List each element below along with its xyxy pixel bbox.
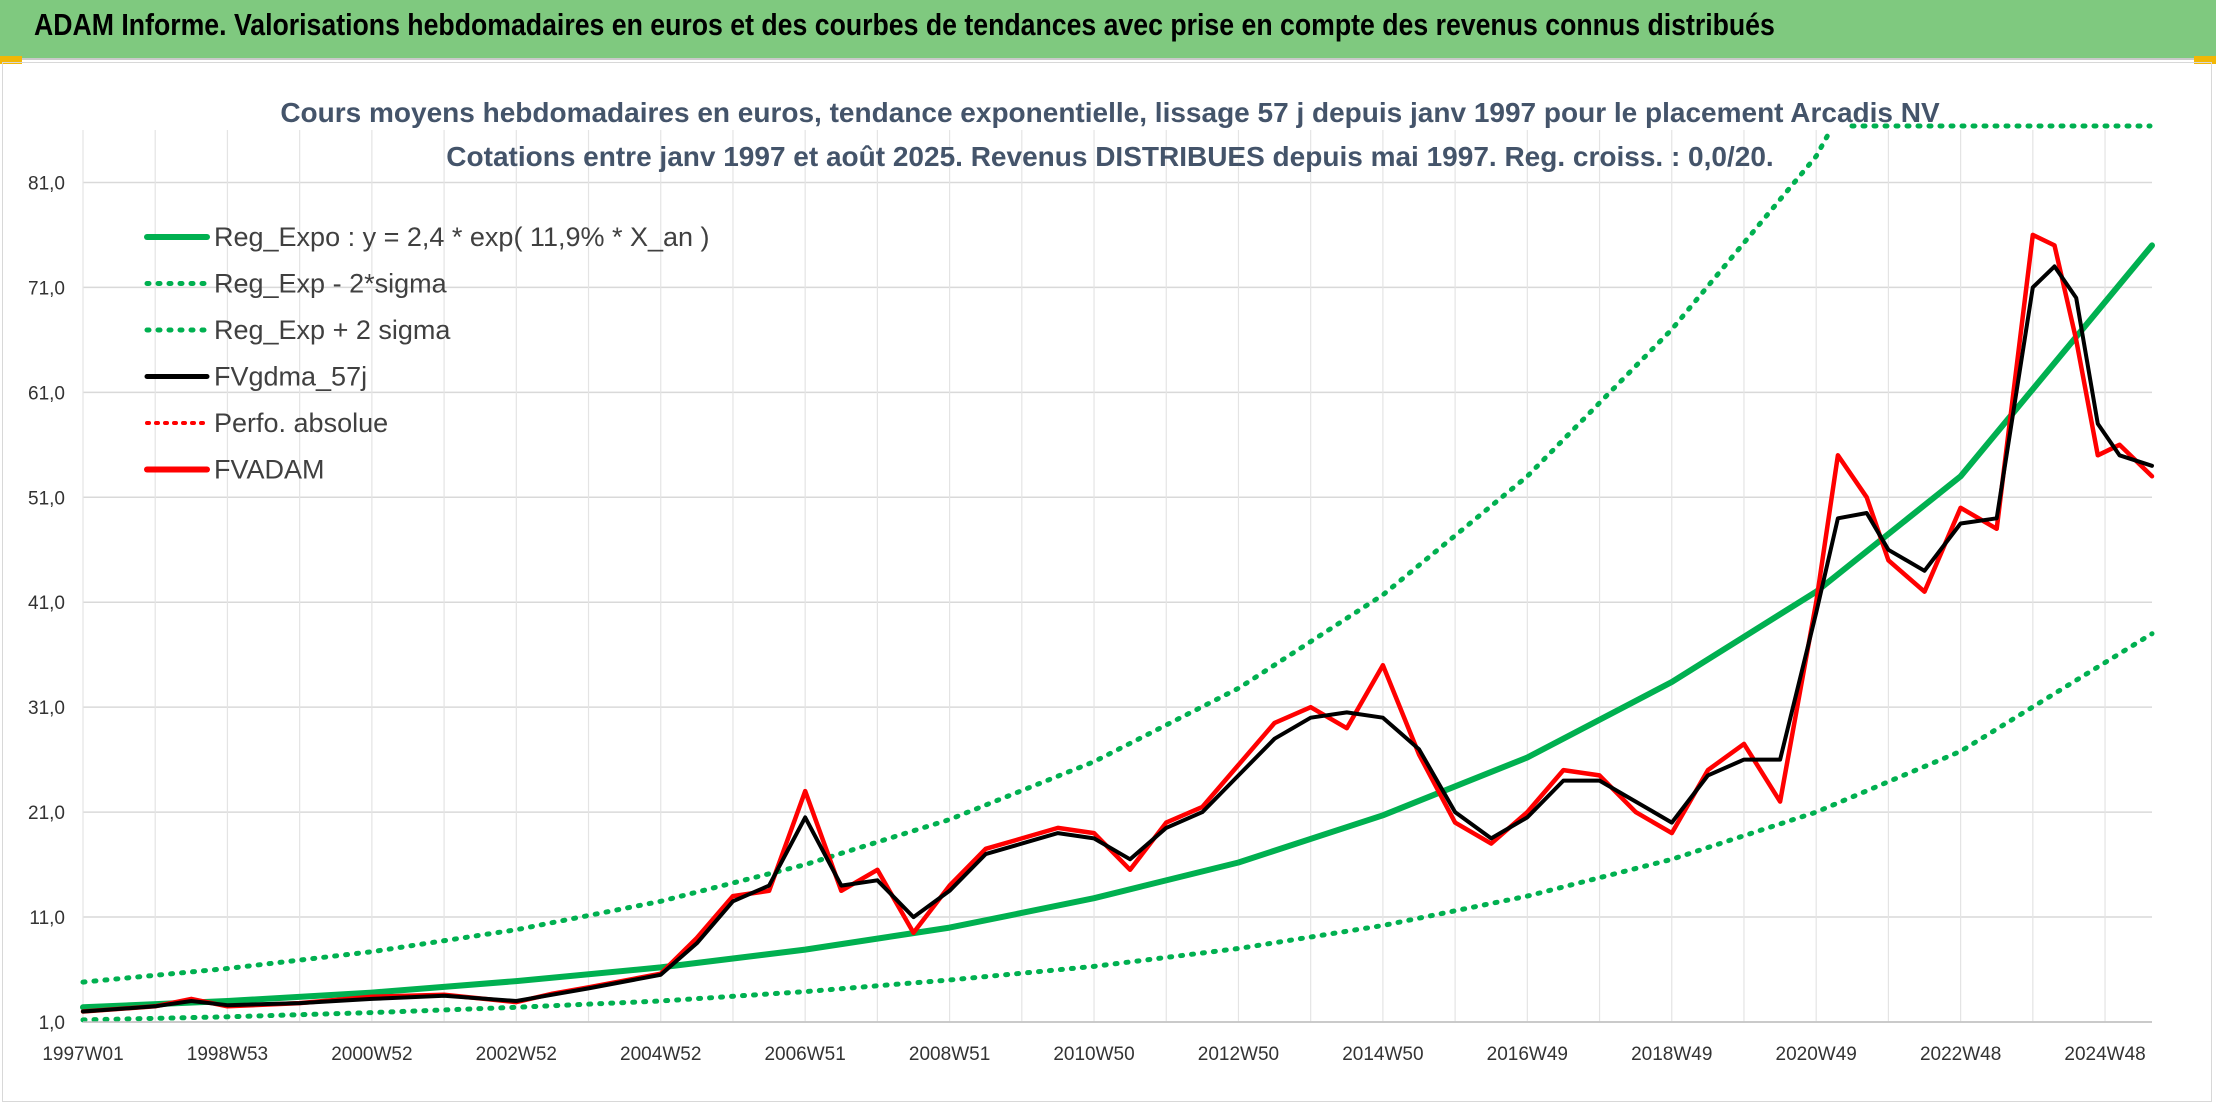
x-tick-label: 2000W52 <box>331 1044 412 1065</box>
y-tick-label: 61,0 <box>28 383 65 404</box>
axes: 1,0 11,0 21,0 31,0 41,0 51,0 61,0 71,0 81,0 1997W… <box>28 173 2152 1065</box>
x-tick-label: 1998W53 <box>187 1044 268 1065</box>
x-tick-label: 2008W51 <box>909 1044 990 1065</box>
x-tick-label: 2022W48 <box>1920 1044 2001 1065</box>
corner-accent-left <box>0 56 22 64</box>
chart-subtitle: Cotations entre janv 1997 et août 2025. … <box>446 141 1773 172</box>
x-tick-label: 2010W50 <box>1053 1044 1134 1065</box>
x-tick-label: 2020W49 <box>1776 1044 1857 1065</box>
y-tick-label: 11,0 <box>29 908 65 929</box>
series-fvgdma-57j <box>81 264 2154 1014</box>
legend-entry: Reg_Exp - 2*sigma <box>214 269 448 299</box>
chart-frame <box>2 62 2212 1102</box>
series-reg-minus-2sigma <box>80 631 2155 1023</box>
y-tick-label: 1,0 <box>39 1013 65 1034</box>
x-tick-label: 2002W52 <box>476 1044 557 1065</box>
report-banner: ADAM Informe. Valorisations hebdomadaire… <box>0 0 2216 60</box>
series-reg-plus-2sigma <box>80 127 1834 985</box>
x-tick-label: 2012W50 <box>1198 1044 1279 1065</box>
legend-entry: Reg_Exp + 2 sigma <box>214 315 451 345</box>
legend-entry: FVADAM <box>214 455 325 485</box>
x-tick-label: 2018W49 <box>1631 1044 1712 1065</box>
series-reg-expo <box>80 242 2155 1011</box>
legend-entry: Reg_Expo : y = 2,4 * exp( 11,9% * X_an ) <box>214 222 710 252</box>
x-tick-label: 2024W48 <box>2064 1044 2145 1065</box>
y-tick-label: 81,0 <box>28 173 65 194</box>
y-tick-label: 71,0 <box>28 278 65 299</box>
report-title: ADAM Informe. Valorisations hebdomadaire… <box>34 7 1775 42</box>
corner-accent-right <box>2194 56 2216 64</box>
y-tick-label: 41,0 <box>28 593 65 614</box>
legend-entry: Perfo. absolue <box>214 408 388 438</box>
legend-entry: FVgdma_57j <box>214 362 367 392</box>
x-tick-label: 2004W52 <box>620 1044 701 1065</box>
x-tick-label: 2016W49 <box>1487 1044 1568 1065</box>
y-tick-label: 31,0 <box>28 698 65 719</box>
x-tick-label: 2006W51 <box>764 1044 845 1065</box>
legend: Reg_Expo : y = 2,4 * exp( 11,9% * X_an )… <box>144 222 710 485</box>
x-tick-label: 2014W50 <box>1342 1044 1423 1065</box>
series-lines <box>80 123 2155 1023</box>
chart-title: Cours moyens hebdomadaires en euros, ten… <box>280 97 1940 128</box>
y-tick-label: 21,0 <box>28 803 65 824</box>
y-tick-label: 51,0 <box>28 488 65 509</box>
grid <box>82 130 2152 1023</box>
x-tick-label: 1997W01 <box>42 1044 123 1065</box>
